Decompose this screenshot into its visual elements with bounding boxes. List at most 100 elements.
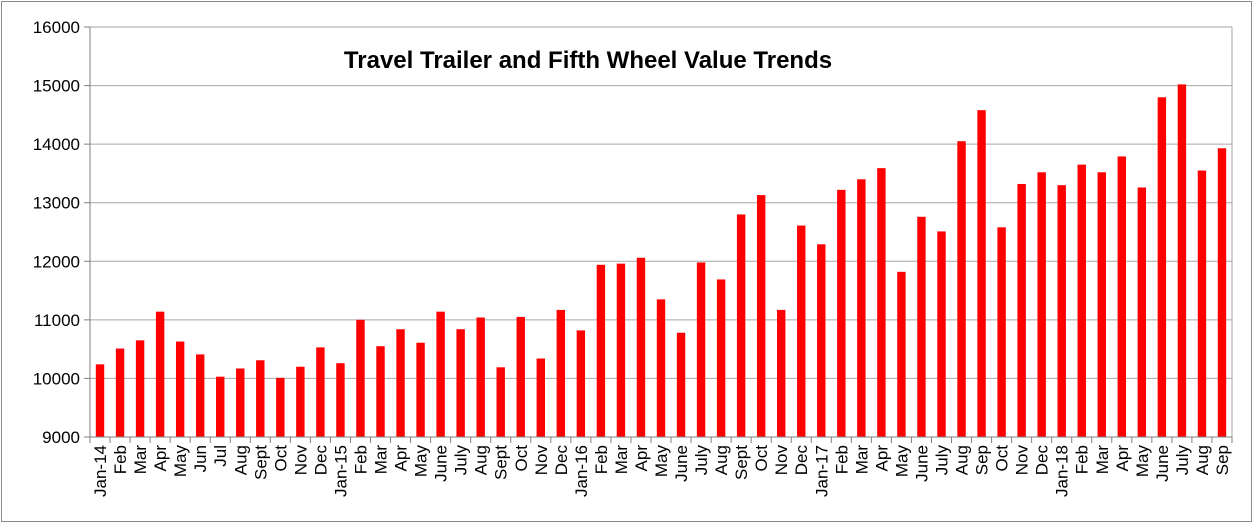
x-tick-label: Mar xyxy=(372,445,391,475)
x-tick-label: June xyxy=(672,445,691,482)
x-tick-label: Dec xyxy=(552,445,571,476)
x-tick-label: Oct xyxy=(993,445,1012,472)
bar xyxy=(696,262,706,437)
y-tick-label: 10000 xyxy=(33,369,80,388)
x-tick-label: Feb xyxy=(351,445,370,474)
bars xyxy=(95,84,1227,438)
x-tick-label: Oct xyxy=(512,445,531,472)
bar xyxy=(756,195,766,437)
bar xyxy=(897,271,906,437)
bar xyxy=(296,366,305,437)
x-tick-label: Jan-18 xyxy=(1053,445,1072,497)
bar xyxy=(576,330,586,437)
bar xyxy=(356,319,365,437)
bar xyxy=(376,346,385,437)
x-tick-label: Jan-17 xyxy=(812,445,831,497)
bar xyxy=(716,279,726,437)
y-tick-label: 12000 xyxy=(33,252,80,271)
x-tick-label: Dec xyxy=(792,445,811,476)
axes xyxy=(84,26,1233,443)
x-tick-label: Nov xyxy=(772,445,791,476)
bar xyxy=(256,360,265,437)
bar xyxy=(1137,187,1147,437)
x-tick-label: July xyxy=(692,445,711,476)
x-tick-label: Nov xyxy=(532,445,551,476)
x-tick-label: Apr xyxy=(632,445,651,472)
bar xyxy=(857,179,866,438)
bar xyxy=(596,264,606,437)
x-tick-label: Feb xyxy=(832,445,851,474)
x-tick-label: Sept xyxy=(492,445,511,480)
x-tick-label: Apr xyxy=(1113,445,1132,472)
x-tick-label: May xyxy=(412,445,431,478)
x-tick-label: June xyxy=(1153,445,1172,482)
bar xyxy=(175,341,185,437)
y-tick-label: 9000 xyxy=(42,428,80,447)
x-tick-label: Sep xyxy=(1213,445,1232,475)
x-tick-label: Jul xyxy=(211,445,230,467)
x-tick-label: Feb xyxy=(111,445,130,474)
x-tick-label: Mar xyxy=(852,445,871,475)
x-tick-label: Aug xyxy=(712,445,731,475)
x-tick-label: July xyxy=(1173,445,1192,476)
x-tick-label: Apr xyxy=(392,445,411,472)
bar xyxy=(436,311,445,437)
bar xyxy=(1037,172,1046,437)
bar xyxy=(656,299,666,437)
bar xyxy=(396,329,405,437)
x-tick-label: Aug xyxy=(231,445,250,475)
x-tick-label: Oct xyxy=(752,445,771,472)
x-tick-label: Jan-15 xyxy=(331,445,350,497)
x-tick-label: Apr xyxy=(872,445,891,472)
bar xyxy=(1017,183,1026,437)
bar xyxy=(476,317,485,437)
x-tick-label: Jan-14 xyxy=(91,445,110,497)
x-tick-label: Sept xyxy=(251,445,270,480)
y-tick-label: 13000 xyxy=(33,194,80,213)
bar xyxy=(1097,172,1106,437)
x-tick-label: July xyxy=(932,445,951,476)
x-tick-label: June xyxy=(432,445,451,482)
x-tick-labels: Jan-14 Feb Mar Apr May Jun Jul Aug Sept Oct Nov Dec… xyxy=(91,445,1232,497)
chart-title: Travel Trailer and Fifth Wheel Value Tre… xyxy=(344,47,832,74)
x-tick-label: Aug xyxy=(472,445,491,475)
bar xyxy=(877,168,886,437)
bar xyxy=(115,348,125,437)
x-tick-label: July xyxy=(452,445,471,476)
bar xyxy=(736,214,746,437)
bar xyxy=(236,368,245,437)
y-tick-label: 11000 xyxy=(34,311,80,330)
x-tick-label: Mar xyxy=(612,445,631,475)
bar xyxy=(1217,148,1227,437)
bar xyxy=(777,309,786,437)
bar xyxy=(837,189,846,437)
bar xyxy=(997,227,1006,437)
x-tick-label: Feb xyxy=(592,445,611,474)
bar xyxy=(456,329,465,437)
y-tick-label: 14000 xyxy=(33,135,80,154)
y-tick-label: 16000 xyxy=(33,18,80,37)
bar xyxy=(1177,84,1187,438)
bar xyxy=(1157,97,1167,438)
bar xyxy=(1197,170,1207,437)
x-tick-label: May xyxy=(171,445,190,478)
x-tick-label: Aug xyxy=(1193,445,1212,475)
bar xyxy=(155,311,165,437)
x-tick-label: Jun xyxy=(191,445,210,472)
x-tick-label: Nov xyxy=(291,445,310,476)
bar xyxy=(536,358,545,437)
bar xyxy=(195,354,205,437)
bar xyxy=(216,376,225,437)
bar xyxy=(516,316,525,437)
bar xyxy=(556,309,566,437)
bar xyxy=(797,225,806,437)
x-tick-label: Mar xyxy=(1093,445,1112,475)
x-tick-label: Sept xyxy=(732,445,751,480)
bar xyxy=(95,364,105,437)
bar xyxy=(676,332,686,437)
x-tick-label: May xyxy=(1133,445,1152,478)
bar xyxy=(416,342,425,437)
bar xyxy=(1077,164,1086,437)
x-tick-label: May xyxy=(892,445,911,478)
bar xyxy=(817,244,826,437)
